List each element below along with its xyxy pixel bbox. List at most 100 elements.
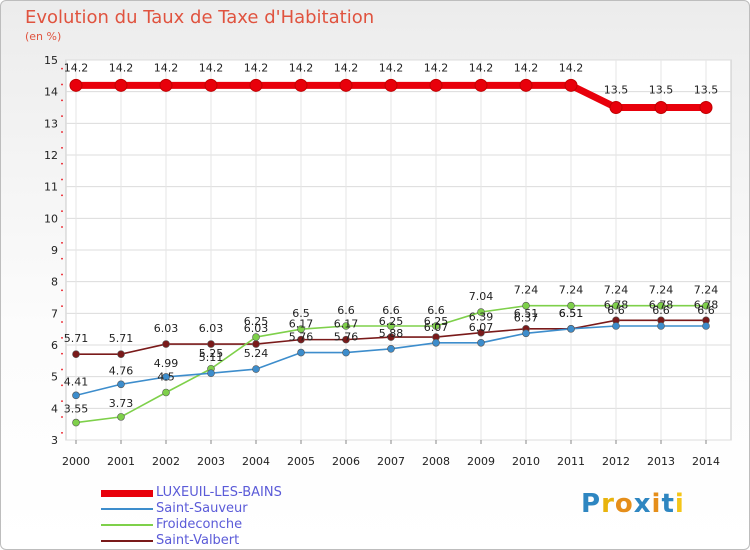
- data-point: [252, 333, 260, 341]
- data-label: 6.03: [244, 322, 269, 335]
- data-point: [429, 78, 443, 92]
- data-label: 6.51: [559, 307, 584, 320]
- data-label: 4.41: [64, 375, 89, 388]
- y-axis-unit: (en %): [25, 30, 62, 43]
- data-point: [114, 78, 128, 92]
- data-point: [159, 78, 173, 92]
- data-label: 6.07: [424, 321, 449, 334]
- data-point: [702, 322, 710, 330]
- y-tick-label: 4: [51, 402, 58, 415]
- logo-letter: r: [601, 489, 615, 519]
- data-label: 14.2: [514, 61, 539, 74]
- y-tick-label: 13: [44, 117, 58, 130]
- data-point: [249, 78, 263, 92]
- data-point: [612, 301, 620, 310]
- logo-letter: x: [633, 489, 652, 519]
- data-point: [387, 333, 395, 341]
- data-point: [657, 322, 665, 330]
- data-label: 7.24: [694, 284, 719, 297]
- x-tick-label: 2010: [512, 455, 540, 468]
- data-point: [297, 335, 305, 344]
- y-tick-label: 8: [51, 276, 58, 289]
- data-label: 14.2: [154, 61, 179, 74]
- data-label: 3.73: [109, 397, 134, 410]
- x-tick-label: 2003: [197, 455, 225, 468]
- proxiti-logo: Proxiti: [581, 489, 685, 519]
- data-label: 14.2: [334, 61, 359, 74]
- legend-label: Froideconche: [156, 517, 243, 532]
- data-label: 6.6: [382, 304, 400, 317]
- data-label: 5.11: [199, 351, 224, 364]
- data-label: 5.25: [199, 347, 224, 360]
- x-tick-label: 2007: [377, 455, 405, 468]
- legend-item: Saint-Sauveur: [101, 501, 401, 517]
- data-point: [432, 322, 440, 330]
- data-point: [72, 391, 80, 400]
- data-point: [117, 413, 125, 421]
- data-point: [522, 329, 530, 338]
- data-point: [477, 328, 485, 337]
- y-tick-label: 3: [51, 434, 58, 447]
- data-point: [204, 78, 218, 92]
- data-point: [387, 322, 395, 330]
- data-label: 14.2: [424, 61, 449, 74]
- data-label: 7.24: [559, 284, 584, 297]
- data-label: 14.2: [469, 61, 494, 74]
- data-label: 6.25: [244, 315, 269, 328]
- x-tick-label: 2001: [107, 455, 135, 468]
- logo-letter: o: [614, 489, 634, 519]
- data-label: 6.07: [469, 321, 494, 334]
- y-tick-label: 11: [44, 181, 58, 194]
- data-label: 6.6: [607, 304, 625, 317]
- data-point: [342, 322, 350, 330]
- data-label: 6.6: [652, 304, 670, 317]
- logo-letter: t: [661, 489, 675, 519]
- data-label: 6.6: [697, 304, 715, 317]
- data-point: [654, 101, 668, 114]
- y-tick-label: 12: [44, 149, 58, 162]
- data-label: 6.17: [289, 318, 314, 331]
- data-label: 6.39: [469, 311, 494, 324]
- data-point: [117, 350, 125, 358]
- data-label: 7.24: [514, 284, 539, 297]
- x-tick-label: 2014: [692, 455, 720, 468]
- data-label: 6.51: [514, 307, 539, 320]
- data-point: [297, 325, 305, 333]
- data-label: 14.2: [559, 61, 584, 74]
- legend-item: LUXEUIL-LES-BAINS: [101, 485, 401, 501]
- data-label: 6.78: [649, 298, 674, 311]
- y-tick-label: 10: [44, 212, 58, 225]
- y-tick-label: 14: [44, 86, 58, 99]
- data-point: [564, 78, 578, 92]
- data-point: [519, 78, 533, 92]
- data-point: [477, 308, 485, 316]
- legend-swatch: [101, 490, 153, 497]
- data-point: [384, 78, 398, 92]
- data-point: [387, 344, 395, 353]
- data-label: 5.76: [334, 331, 359, 344]
- data-point: [162, 388, 170, 397]
- data-label: 6.6: [427, 304, 445, 317]
- x-tick-label: 2004: [242, 455, 270, 468]
- data-label: 14.2: [64, 61, 89, 74]
- data-label: 3.55: [64, 403, 89, 416]
- data-point: [567, 325, 575, 333]
- data-point: [162, 373, 170, 381]
- data-label: 6.6: [337, 304, 355, 317]
- data-point: [342, 348, 350, 357]
- data-label: 13.5: [649, 84, 674, 97]
- x-tick-label: 2002: [152, 455, 180, 468]
- legend-label: LUXEUIL-LES-BAINS: [156, 485, 282, 500]
- data-point: [207, 340, 215, 348]
- data-label: 4.5: [157, 371, 175, 384]
- data-point: [342, 335, 350, 344]
- data-label: 6.78: [694, 298, 719, 311]
- x-tick-label: 2012: [602, 455, 630, 468]
- x-tick-label: 2009: [467, 455, 495, 468]
- data-label: 5.71: [109, 332, 134, 345]
- x-tick-label: 2006: [332, 455, 360, 468]
- data-label: 6.37: [514, 311, 539, 324]
- legend-label: Saint-Sauveur: [156, 501, 248, 516]
